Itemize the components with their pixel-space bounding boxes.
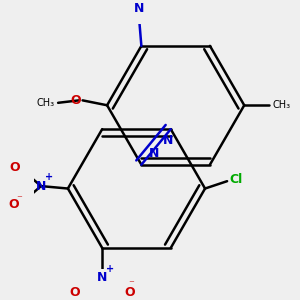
Text: CH₃: CH₃ (36, 98, 54, 108)
Text: O: O (8, 198, 19, 211)
Text: N: N (163, 134, 173, 147)
Text: CH₃: CH₃ (272, 100, 290, 110)
Text: N: N (134, 2, 144, 15)
Text: N: N (36, 180, 46, 193)
Text: N: N (148, 147, 159, 160)
Text: O: O (10, 161, 20, 174)
Text: Cl: Cl (230, 173, 243, 187)
Text: N: N (97, 271, 107, 284)
Text: O: O (124, 286, 135, 298)
Text: O: O (70, 286, 80, 298)
Text: +: + (106, 264, 114, 274)
Text: O: O (71, 94, 81, 107)
Text: ⁻: ⁻ (128, 280, 134, 290)
Text: +: + (45, 172, 53, 182)
Text: ⁻: ⁻ (16, 194, 22, 205)
